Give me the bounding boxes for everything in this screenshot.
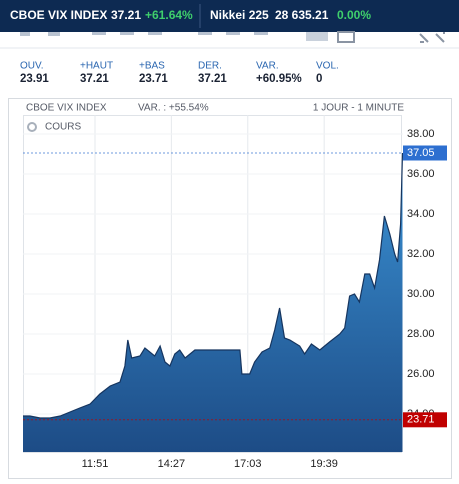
x-tick-label: 17:03 bbox=[234, 458, 262, 470]
x-tick-label: 19:39 bbox=[310, 458, 338, 470]
marker-tag bbox=[403, 412, 447, 428]
toolbar-icon[interactable] bbox=[48, 32, 60, 36]
toolbar-icon[interactable] bbox=[20, 32, 30, 36]
toolbar-icon[interactable] bbox=[148, 32, 162, 35]
toolbar-icon[interactable] bbox=[198, 32, 212, 35]
stat-value: 37.21 bbox=[80, 73, 109, 85]
ticker-name[interactable]: Nikkei 225 bbox=[210, 8, 269, 22]
y-tick-label: 36.00 bbox=[407, 168, 435, 180]
y-tick-label: 34.00 bbox=[407, 208, 435, 220]
x-tick-label: 11:51 bbox=[82, 458, 109, 470]
ticker-price: 28 635.21 bbox=[275, 8, 329, 22]
stat-label: OUV. bbox=[20, 61, 44, 72]
y-tick-label: 38.00 bbox=[407, 128, 435, 140]
y-tick-label: 26.00 bbox=[407, 368, 435, 380]
chart-subtitle: VAR. : +55.54% bbox=[138, 103, 209, 114]
expand-icon[interactable] bbox=[419, 32, 445, 43]
stat-label: DER. bbox=[198, 61, 222, 72]
chart-period: 1 JOUR - 1 MINUTE bbox=[313, 103, 404, 114]
toolbar bbox=[20, 31, 445, 43]
marker-label: 37.05 bbox=[407, 147, 435, 159]
toolbar-icon[interactable] bbox=[92, 32, 106, 35]
toolbar-icon[interactable] bbox=[254, 32, 268, 35]
marker-label: 23.71 bbox=[407, 414, 435, 426]
ticker-change: +61.64% bbox=[145, 8, 193, 22]
y-tick-label: 30.00 bbox=[407, 288, 435, 300]
plot: 11:5114:2717:0319:3924.0026.0028.0030.00… bbox=[23, 115, 447, 470]
stats-row: OUV.23.91+HAUT37.21+BAS23.71DER.37.21VAR… bbox=[20, 61, 339, 85]
ticker-price: 37.21 bbox=[111, 8, 141, 22]
stat-label: VOL. bbox=[316, 61, 339, 72]
line bbox=[23, 152, 404, 419]
stat-value: 37.21 bbox=[198, 73, 227, 85]
ticker-change: 0.00% bbox=[337, 8, 371, 22]
y-tick-label: 32.00 bbox=[407, 248, 435, 260]
stat-label: VAR. bbox=[256, 61, 279, 72]
stat-value: +60.95% bbox=[256, 73, 302, 85]
ticker-bar bbox=[0, 0, 459, 32]
stat-label: +HAUT bbox=[80, 61, 113, 72]
settings-icon[interactable] bbox=[27, 122, 37, 132]
chart-title: CBOE VIX INDEX bbox=[26, 103, 107, 114]
area bbox=[23, 153, 403, 452]
toolbar-icon[interactable] bbox=[120, 32, 134, 35]
ticker-name[interactable]: CBOE VIX INDEX bbox=[10, 8, 107, 22]
x-tick-label: 14:27 bbox=[158, 458, 186, 470]
stat-value: 0 bbox=[316, 73, 322, 85]
marker-tag bbox=[403, 145, 447, 161]
toolbar-icon[interactable] bbox=[226, 32, 240, 35]
stat-value: 23.91 bbox=[20, 73, 49, 85]
stat-label: +BAS bbox=[139, 61, 165, 72]
series-label: COURS bbox=[45, 122, 81, 133]
stat-value: 23.71 bbox=[139, 73, 168, 85]
y-tick-label: 28.00 bbox=[407, 328, 435, 340]
toolbar-button[interactable] bbox=[306, 32, 328, 41]
toolbar-button[interactable] bbox=[337, 31, 355, 43]
